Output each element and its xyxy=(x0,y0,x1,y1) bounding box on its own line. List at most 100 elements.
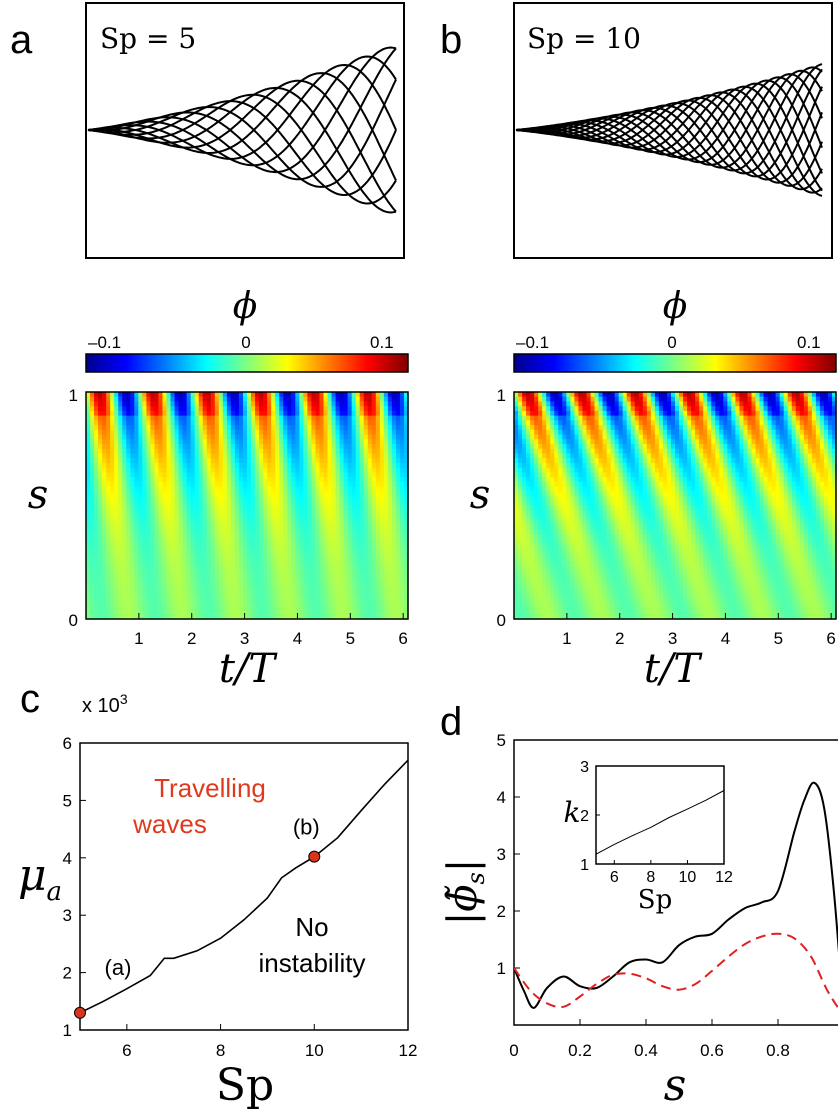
heatmap-a-cell xyxy=(130,590,135,596)
heatmap-a-cell xyxy=(375,524,381,530)
heatmap-b-cell xyxy=(683,415,688,421)
heatmap-a-cell xyxy=(130,566,135,573)
heatmap-a-cell xyxy=(295,552,300,559)
heatmap-a-cell xyxy=(110,595,115,601)
heatmap-b-cell xyxy=(815,425,821,431)
heatmap-a-cell xyxy=(198,514,204,521)
heatmap-a-cell xyxy=(283,524,288,530)
heatmap-a-cell xyxy=(242,576,248,582)
heatmap-a-cell xyxy=(339,491,345,497)
heatmap-a-cell xyxy=(251,396,256,403)
heatmap-b-cell xyxy=(823,396,829,403)
heatmap-b-cell xyxy=(779,396,785,403)
heatmap-a-cell xyxy=(403,392,409,398)
heatmap-a-cell xyxy=(226,581,232,587)
heatmap-a-cell xyxy=(259,429,264,436)
heatmap-a-cell xyxy=(403,410,409,417)
heatmap-a-cell xyxy=(395,429,401,436)
heatmap-a-cell xyxy=(331,392,337,398)
heatmap-a-cell xyxy=(379,406,385,412)
heatmap-a-cell xyxy=(90,500,95,507)
heatmap-b-cell xyxy=(803,439,809,445)
heatmap-b-cell xyxy=(739,434,745,440)
heatmap-a-cell xyxy=(214,538,220,544)
heatmap-a-cell xyxy=(303,614,308,620)
heatmap-a-cell xyxy=(158,604,164,611)
heatmap-a-cell xyxy=(98,524,103,530)
heatmap-a-cell xyxy=(150,444,156,450)
heatmap-a-cell xyxy=(214,519,220,526)
heatmap-a-cell xyxy=(247,448,252,455)
heatmap-b-cell xyxy=(751,396,757,403)
heatmap-a-cell xyxy=(359,481,365,488)
heatmap-a-cell xyxy=(134,453,139,459)
heatmap-b-cell xyxy=(767,429,773,436)
heatmap-a-cell xyxy=(267,472,272,478)
heatmap-b-cell xyxy=(723,401,728,407)
heatmap-a-cell xyxy=(214,524,220,530)
heatmap-a-cell xyxy=(118,548,123,554)
heatmap-a-cell xyxy=(138,392,143,398)
heatmap-a-cell xyxy=(315,401,321,407)
heatmap-a-cell xyxy=(347,486,353,492)
heatmap-a-cell xyxy=(162,467,168,473)
heatmap-a-cell xyxy=(251,590,256,596)
heatmap-a-cell xyxy=(403,472,409,478)
heatmap-a-cell xyxy=(351,576,357,582)
heatmap-a-cell xyxy=(255,595,260,601)
heatmap-a-cell xyxy=(339,458,345,464)
heatmap-b-cell xyxy=(779,392,785,398)
heatmap-a-cell xyxy=(142,538,147,544)
heatmap-a-cell xyxy=(307,491,313,497)
heatmap-a-cell xyxy=(146,467,152,473)
heatmap-a-cell xyxy=(363,406,369,412)
heatmap-a-cell xyxy=(403,496,409,502)
heatmap-a-cell xyxy=(242,590,248,596)
heatmap-a-cell xyxy=(335,590,341,596)
heatmap-a-cell xyxy=(307,585,313,592)
heatmap-b-cell xyxy=(642,444,648,450)
heatmap-a-cell xyxy=(122,467,127,473)
heatmap-a-cell xyxy=(118,444,123,450)
heatmap-a-cell xyxy=(247,396,252,403)
heatmap-a-cell xyxy=(154,477,160,483)
heatmap-b-cell xyxy=(707,425,712,431)
heatmap-a-cell xyxy=(307,548,313,554)
heatmap-a-cell xyxy=(263,477,268,483)
heatmap-a-cell xyxy=(251,557,256,563)
heatmap-a-cell xyxy=(194,524,200,530)
heatmap-a-cell xyxy=(251,566,256,573)
heatmap-a-cell xyxy=(367,415,373,421)
heatmap-a-cell xyxy=(299,557,304,563)
heatmap-a-cell xyxy=(303,491,308,497)
heatmap-a-cell xyxy=(359,548,365,554)
heatmap-a-cell xyxy=(170,585,176,592)
heatmap-a-cell xyxy=(275,462,280,469)
heatmap-a-cell xyxy=(170,472,176,478)
heatmap-a-cell xyxy=(134,543,139,549)
heatmap-a-cell xyxy=(150,548,156,554)
heatmap-a-cell xyxy=(327,609,333,615)
heatmap-a-cell xyxy=(130,448,135,455)
heatmap-b-cell xyxy=(514,453,519,459)
heatmap-b-cell xyxy=(574,396,580,403)
heatmap-b-cell xyxy=(554,439,559,445)
heatmap-a-cell xyxy=(138,524,143,530)
heatmap-a-cell xyxy=(327,576,333,582)
heatmap-a-cell xyxy=(186,533,192,540)
heatmap-a-cell xyxy=(94,529,99,535)
heatmap-b-cell xyxy=(514,444,519,450)
heatmap-a-cell xyxy=(323,548,329,554)
heatmap-a-cell xyxy=(102,439,107,445)
heatmap-b-cell xyxy=(654,401,660,407)
heatmap-b-cell xyxy=(598,425,604,431)
heatmap-b-cell xyxy=(807,434,813,440)
heatmap-b-cell xyxy=(602,415,608,421)
heatmap-a-cell xyxy=(287,496,292,502)
heatmap-a-cell xyxy=(94,600,99,606)
heatmap-a-cell xyxy=(275,576,280,582)
heatmap-a-cell xyxy=(379,543,385,549)
heatmap-a-cell xyxy=(323,439,329,445)
heatmap-b-cell xyxy=(630,429,636,436)
heatmap-a-cell xyxy=(86,406,91,412)
